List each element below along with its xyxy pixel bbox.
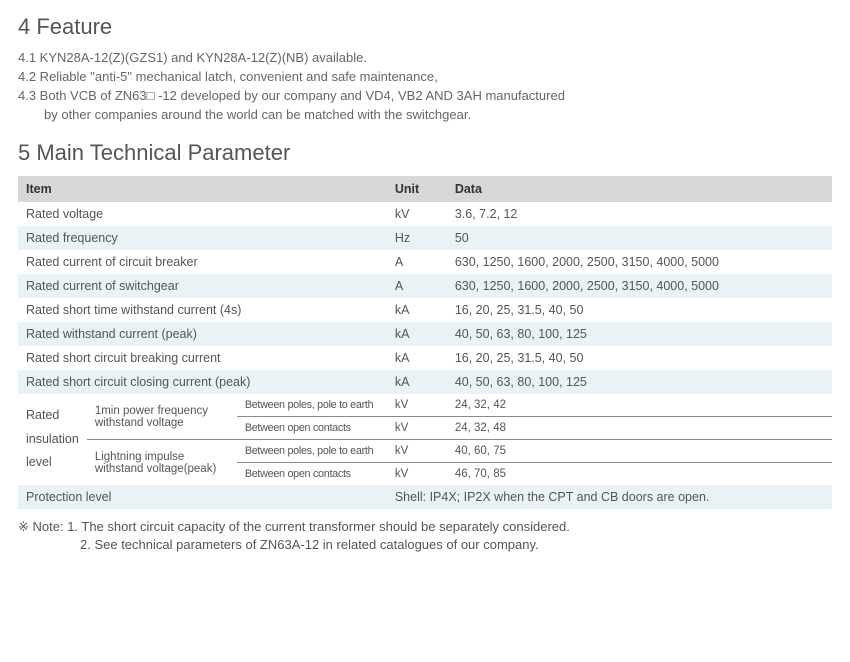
cell-item: Rated frequency bbox=[18, 226, 387, 250]
cell-item: Protection level bbox=[18, 485, 387, 509]
note-1: 1. The short circuit capacity of the cur… bbox=[67, 519, 570, 534]
param-heading: 5 Main Technical Parameter bbox=[18, 140, 832, 166]
feature-line-3b: by other companies around the world can … bbox=[44, 107, 832, 122]
insulation-sub2: Lightning impulse withstand voltage(peak… bbox=[87, 440, 237, 486]
cell-unit: A bbox=[387, 274, 447, 298]
note-line-2: 2. See technical parameters of ZN63A-12 … bbox=[80, 537, 832, 552]
table-row: Rated voltage kV 3.6, 7.2, 12 bbox=[18, 202, 832, 226]
insulation-label: Rated insulation level bbox=[18, 394, 87, 485]
insulation-sub2a: Lightning impulse bbox=[95, 451, 185, 463]
cell-unit: kA bbox=[387, 298, 447, 322]
table-row: Rated withstand current (peak) kA 40, 50… bbox=[18, 322, 832, 346]
cell-item: Rated voltage bbox=[18, 202, 387, 226]
cell-data: 40, 50, 63, 80, 100, 125 bbox=[447, 322, 832, 346]
note-prefix: ※ Note: bbox=[18, 519, 67, 534]
between-open: Between open contacts bbox=[237, 417, 387, 440]
cell-data: 40, 50, 63, 80, 100, 125 bbox=[447, 370, 832, 394]
between-poles: Between poles, pole to earth bbox=[237, 394, 387, 417]
cell-unit: kA bbox=[387, 322, 447, 346]
insulation-row-3: Lightning impulse withstand voltage(peak… bbox=[18, 440, 832, 463]
table-row: Rated short circuit closing current (pea… bbox=[18, 370, 832, 394]
param-table: Item Unit Data Rated voltage kV 3.6, 7.2… bbox=[18, 176, 832, 509]
cell-item: Rated short circuit breaking current bbox=[18, 346, 387, 370]
cell-unit: kV bbox=[387, 417, 447, 440]
insulation-sub1: 1min power frequency withstand voltage bbox=[87, 394, 237, 440]
cell-unit: A bbox=[387, 250, 447, 274]
cell-data: 16, 20, 25, 31.5, 40, 50 bbox=[447, 298, 832, 322]
cell-item: Rated short time withstand current (4s) bbox=[18, 298, 387, 322]
cell-data: 24, 32, 48 bbox=[447, 417, 832, 440]
insulation-label-1: Rated bbox=[26, 408, 59, 422]
cell-data: 50 bbox=[447, 226, 832, 250]
cell-data: Shell: IP4X; IP2X when the CPT and CB do… bbox=[387, 485, 832, 509]
feature-heading: 4 Feature bbox=[18, 14, 832, 40]
cell-unit: kV bbox=[387, 394, 447, 417]
feature-line-2: 4.2 Reliable "anti-5" mechanical latch, … bbox=[18, 69, 832, 84]
insulation-sub2b: withstand voltage(peak) bbox=[95, 463, 216, 475]
cell-data: 46, 70, 85 bbox=[447, 463, 832, 486]
note-line-1: ※ Note: 1. The short circuit capacity of… bbox=[18, 519, 832, 535]
cell-data: 3.6, 7.2, 12 bbox=[447, 202, 832, 226]
insulation-sub1b: withstand voltage bbox=[95, 417, 184, 429]
cell-data: 40, 60, 75 bbox=[447, 440, 832, 463]
cell-data: 630, 1250, 1600, 2000, 2500, 3150, 4000,… bbox=[447, 250, 832, 274]
feature-line-1: 4.1 KYN28A-12(Z)(GZS1) and KYN28A-12(Z)(… bbox=[18, 50, 832, 65]
cell-unit: kV bbox=[387, 202, 447, 226]
cell-unit: kV bbox=[387, 463, 447, 486]
cell-unit: kV bbox=[387, 440, 447, 463]
insulation-sub1a: 1min power frequency bbox=[95, 405, 208, 417]
between-poles: Between poles, pole to earth bbox=[237, 440, 387, 463]
col-item: Item bbox=[18, 176, 387, 202]
between-open: Between open contacts bbox=[237, 463, 387, 486]
table-row: Rated short time withstand current (4s) … bbox=[18, 298, 832, 322]
cell-unit: kA bbox=[387, 370, 447, 394]
insulation-label-2: insulation bbox=[26, 432, 79, 446]
insulation-label-3: level bbox=[26, 455, 52, 469]
table-row: Rated frequency Hz 50 bbox=[18, 226, 832, 250]
cell-item: Rated short circuit closing current (pea… bbox=[18, 370, 387, 394]
table-row: Rated short circuit breaking current kA … bbox=[18, 346, 832, 370]
cell-unit: kA bbox=[387, 346, 447, 370]
cell-data: 630, 1250, 1600, 2000, 2500, 3150, 4000,… bbox=[447, 274, 832, 298]
cell-data: 16, 20, 25, 31.5, 40, 50 bbox=[447, 346, 832, 370]
cell-data: 24, 32, 42 bbox=[447, 394, 832, 417]
cell-item: Rated withstand current (peak) bbox=[18, 322, 387, 346]
col-unit: Unit bbox=[387, 176, 447, 202]
table-header-row: Item Unit Data bbox=[18, 176, 832, 202]
protection-row: Protection level Shell: IP4X; IP2X when … bbox=[18, 485, 832, 509]
table-row: Rated current of switchgear A 630, 1250,… bbox=[18, 274, 832, 298]
cell-item: Rated current of circuit breaker bbox=[18, 250, 387, 274]
col-data: Data bbox=[447, 176, 832, 202]
cell-item: Rated current of switchgear bbox=[18, 274, 387, 298]
feature-line-3a: 4.3 Both VCB of ZN63□ -12 developed by o… bbox=[18, 88, 832, 103]
table-row: Rated current of circuit breaker A 630, … bbox=[18, 250, 832, 274]
cell-unit: Hz bbox=[387, 226, 447, 250]
insulation-row-1: Rated insulation level 1min power freque… bbox=[18, 394, 832, 417]
